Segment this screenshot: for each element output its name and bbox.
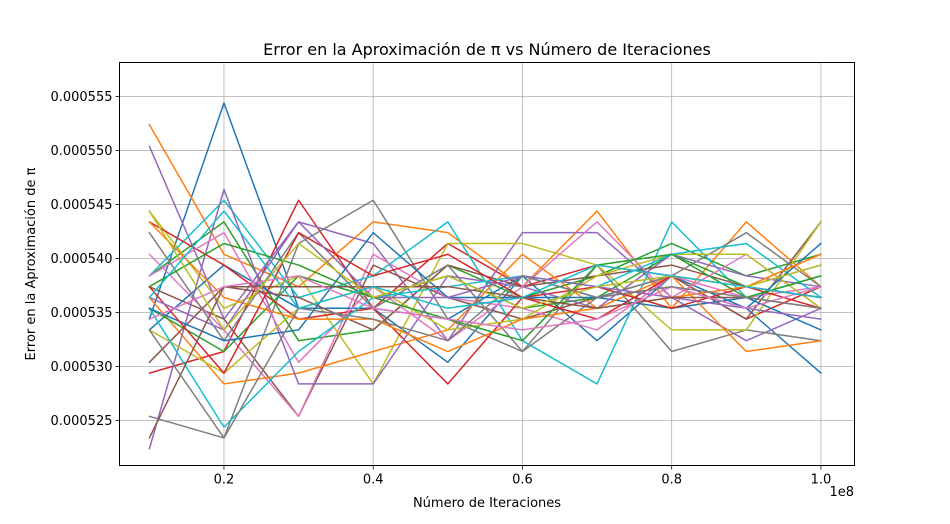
series-line-25 [148, 221, 822, 331]
series-line-20 [148, 242, 822, 428]
x-tick-label: 0.6 [512, 473, 533, 488]
y-tick-label: 0.000525 [50, 414, 112, 429]
x-tick-label: 0.2 [214, 473, 235, 488]
x-axis-label: Número de Iteraciones [413, 496, 561, 511]
plot-series [148, 102, 822, 450]
y-tick-label: 0.000540 [50, 252, 112, 267]
series-line-28 [148, 275, 822, 439]
y-axis-label: Error en la Aproximación de π [24, 167, 39, 360]
y-tick-label: 0.000555 [50, 90, 112, 105]
y-axis: 0.000525 0.000530 0.000535 0.000540 0.000545… [50, 90, 120, 429]
y-tick-label: 0.000550 [50, 144, 112, 159]
y-tick-label: 0.000545 [50, 198, 112, 213]
series-line-27 [148, 275, 822, 331]
x-tick-label: 0.4 [363, 473, 384, 488]
x-axis: 0.2 0.4 0.6 0.8 1.0 [214, 465, 832, 488]
y-tick-label: 0.000535 [50, 306, 112, 321]
axes-frame [119, 62, 855, 466]
series-line-30 [148, 210, 822, 310]
x-tick-label: 0.8 [661, 473, 682, 488]
x-axis-offset-label: 1e8 [829, 485, 854, 500]
x-tick-label: 1.0 [811, 473, 832, 488]
y-tick-label: 0.000530 [50, 360, 112, 375]
chart-title: Error en la Aproximación de π vs Número … [263, 40, 711, 59]
series-line-23 [148, 242, 822, 342]
